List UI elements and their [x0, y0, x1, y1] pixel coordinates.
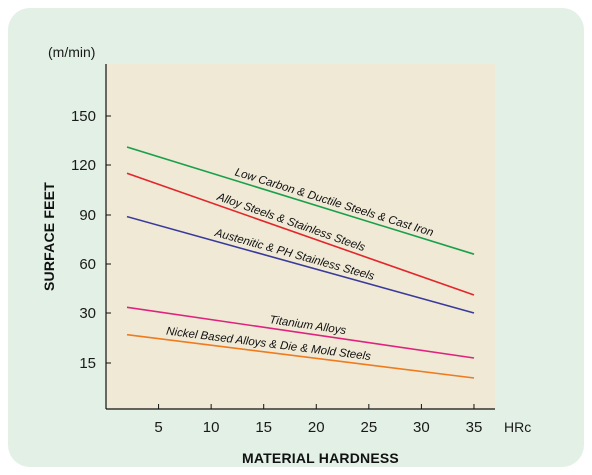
x-tick-label: 5: [154, 419, 162, 436]
x-tick-label: 10: [203, 419, 220, 436]
x-tick-label: 20: [308, 419, 325, 436]
series-layer: [126, 146, 475, 379]
ticks-layer: 5 10 15 20 25 30 35 15 30 60 90 120 150: [71, 108, 482, 436]
axes-layer: [105, 64, 495, 410]
y-tick-label: 30: [79, 305, 96, 322]
y-tick-label: 150: [71, 108, 96, 125]
y-unit-label: (m/min): [48, 44, 95, 60]
series-line-3: [126, 306, 475, 359]
series-line-1: [126, 172, 475, 296]
x-tick-label: 35: [466, 419, 483, 436]
series-line-4: [126, 333, 475, 379]
y-tick-label: 15: [79, 355, 96, 372]
x-axis-title: MATERIAL HARDNESS: [242, 450, 399, 466]
y-tick-label: 60: [79, 256, 96, 273]
x-tick-label: 25: [360, 419, 377, 436]
y-tick-label: 90: [79, 207, 96, 224]
series-line-0: [126, 146, 475, 255]
x-unit-label: HRc: [504, 419, 531, 435]
y-axis-title: SURFACE FEET: [41, 182, 57, 291]
plot-area: [106, 64, 495, 409]
series-line-2: [126, 215, 475, 314]
x-tick-label: 30: [413, 419, 430, 436]
x-tick-label: 15: [255, 419, 272, 436]
y-tick-label: 120: [71, 157, 96, 174]
